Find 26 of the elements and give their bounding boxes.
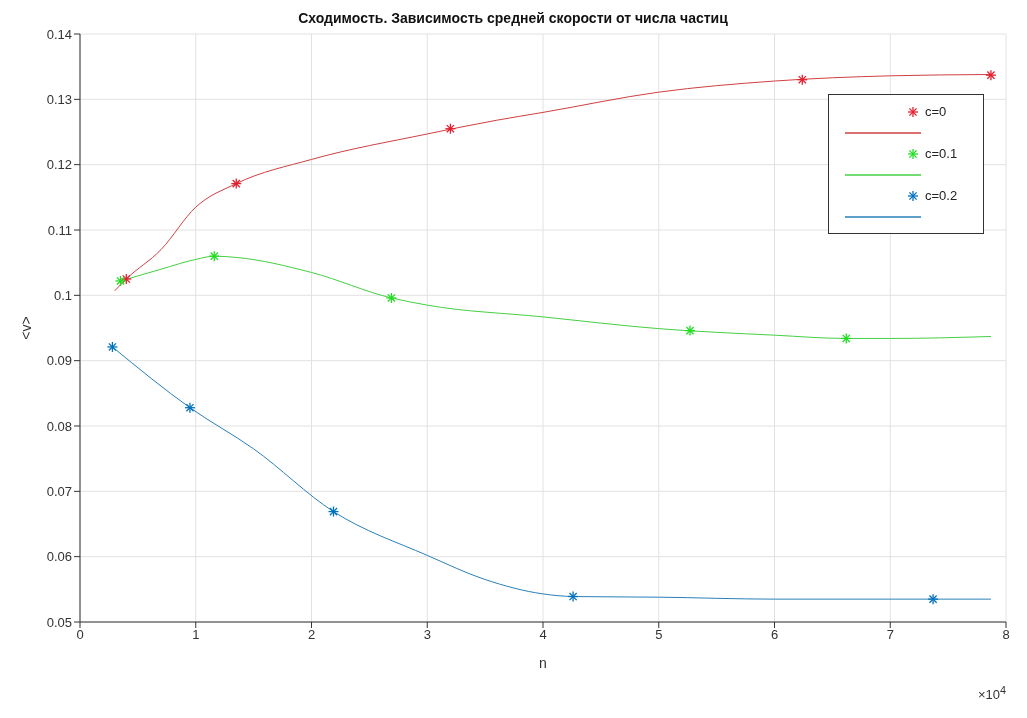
x-tick-label: 2 — [307, 627, 316, 643]
chart-title: Сходимость. Зависимость средней скорости от числа частиц — [297, 10, 729, 26]
text: ×10$^{4}$ — [977, 683, 1006, 702]
legend-label: c=0.2 — [925, 188, 959, 203]
y-tick-label: 0.07 — [46, 483, 72, 499]
y-tick-label: 0.12 — [46, 157, 72, 173]
x-tick-label: 7 — [886, 627, 894, 643]
y-tick-label: 0.09 — [46, 353, 72, 369]
x-tick-label: 0 — [76, 627, 84, 643]
y-tick-label: 0.1 — [53, 287, 72, 303]
x-tick-label: 5 — [655, 627, 663, 643]
x-tick-label: 1 — [192, 627, 200, 643]
x-tick-label: 8 — [1002, 627, 1010, 643]
legend-label: c=0 — [925, 104, 948, 119]
y-tick-label: 0.11 — [47, 222, 72, 238]
x-tick-label: 4 — [539, 627, 547, 643]
x-tick-label: 3 — [423, 627, 431, 643]
y-tick-label: 0.05 — [46, 614, 72, 630]
y-axis-title: <v> — [17, 316, 34, 340]
y-tick-label: 0.13 — [46, 91, 72, 107]
y-tick-label: 0.14 — [46, 26, 72, 42]
legend-label: c=0.1 — [925, 146, 959, 161]
x-axis-title: n — [539, 655, 547, 671]
x-tick-label: 6 — [770, 627, 779, 643]
y-tick-label: 0.08 — [46, 418, 72, 434]
y-tick-label: 0.06 — [46, 549, 72, 565]
